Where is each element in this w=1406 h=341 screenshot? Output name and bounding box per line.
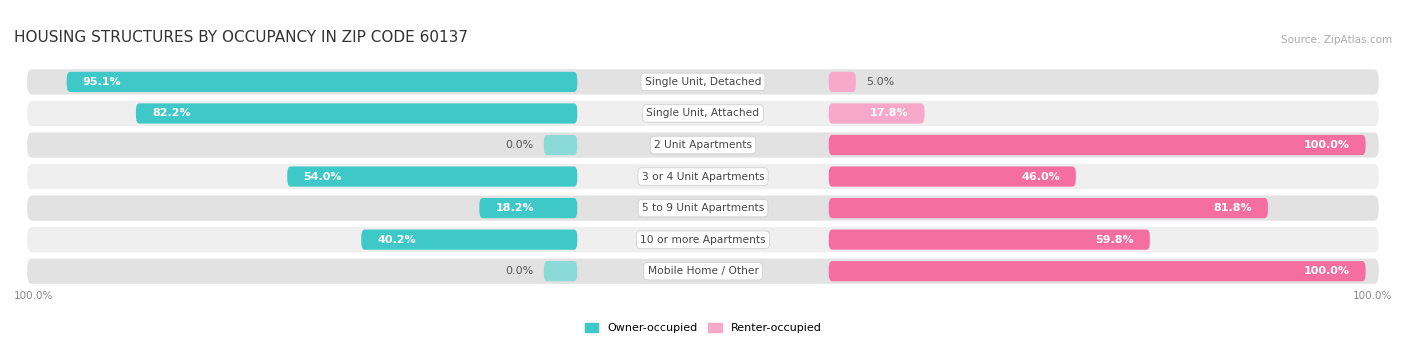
Text: 5 to 9 Unit Apartments: 5 to 9 Unit Apartments [643,203,763,213]
Text: 2 Unit Apartments: 2 Unit Apartments [654,140,752,150]
Text: 100.0%: 100.0% [1303,266,1350,276]
Text: 0.0%: 0.0% [505,140,533,150]
FancyBboxPatch shape [66,72,578,92]
Text: 5.0%: 5.0% [866,77,894,87]
Text: 95.1%: 95.1% [83,77,121,87]
Text: 100.0%: 100.0% [1353,291,1392,301]
Text: Mobile Home / Other: Mobile Home / Other [648,266,758,276]
FancyBboxPatch shape [828,198,1268,218]
FancyBboxPatch shape [828,135,1365,155]
Text: 18.2%: 18.2% [495,203,534,213]
FancyBboxPatch shape [27,132,1379,158]
Text: 54.0%: 54.0% [304,172,342,181]
Text: Single Unit, Attached: Single Unit, Attached [647,108,759,118]
Text: 100.0%: 100.0% [1303,140,1350,150]
Text: 81.8%: 81.8% [1213,203,1251,213]
FancyBboxPatch shape [544,261,578,281]
FancyBboxPatch shape [27,258,1379,284]
Text: 59.8%: 59.8% [1095,235,1133,244]
FancyBboxPatch shape [27,195,1379,221]
FancyBboxPatch shape [828,229,1150,250]
Text: 17.8%: 17.8% [870,108,908,118]
Text: 0.0%: 0.0% [505,266,533,276]
FancyBboxPatch shape [828,103,925,123]
FancyBboxPatch shape [361,229,578,250]
FancyBboxPatch shape [544,135,578,155]
Text: 100.0%: 100.0% [14,291,53,301]
Text: 82.2%: 82.2% [152,108,191,118]
Text: 46.0%: 46.0% [1021,172,1060,181]
FancyBboxPatch shape [27,69,1379,94]
FancyBboxPatch shape [27,227,1379,252]
Text: 40.2%: 40.2% [377,235,416,244]
Legend: Owner-occupied, Renter-occupied: Owner-occupied, Renter-occupied [585,323,821,333]
FancyBboxPatch shape [479,198,578,218]
FancyBboxPatch shape [27,164,1379,189]
Text: Source: ZipAtlas.com: Source: ZipAtlas.com [1281,35,1392,45]
FancyBboxPatch shape [828,261,1365,281]
Text: HOUSING STRUCTURES BY OCCUPANCY IN ZIP CODE 60137: HOUSING STRUCTURES BY OCCUPANCY IN ZIP C… [14,30,468,45]
Text: 10 or more Apartments: 10 or more Apartments [640,235,766,244]
Text: 3 or 4 Unit Apartments: 3 or 4 Unit Apartments [641,172,765,181]
Text: Single Unit, Detached: Single Unit, Detached [645,77,761,87]
FancyBboxPatch shape [287,166,578,187]
FancyBboxPatch shape [136,103,578,123]
FancyBboxPatch shape [27,101,1379,126]
FancyBboxPatch shape [828,72,856,92]
FancyBboxPatch shape [828,166,1076,187]
